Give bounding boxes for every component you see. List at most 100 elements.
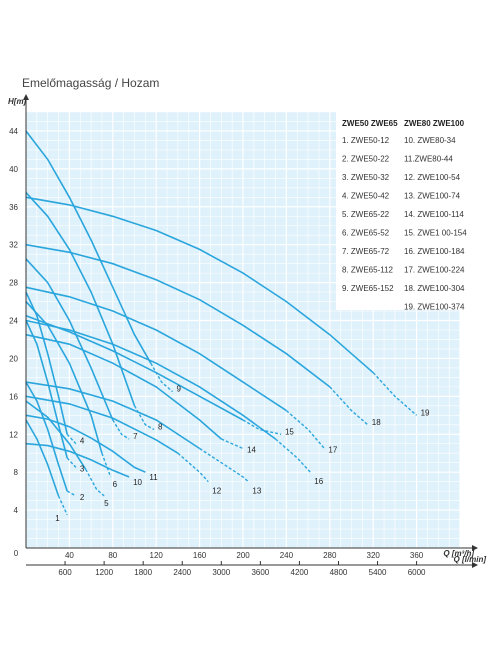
y-axis-label: H[m] xyxy=(8,97,27,106)
curve-label-1: 1 xyxy=(55,514,60,523)
series-curve-6 xyxy=(25,301,112,478)
legend-item: 18. ZWE100-304 xyxy=(404,284,465,293)
x-tick-label: 120 xyxy=(150,551,164,560)
legend-item: 10. ZWE80-34 xyxy=(404,136,456,145)
series-curve-4 xyxy=(25,291,77,445)
x2-tick-label: 1200 xyxy=(95,568,113,577)
y-tick-label: 12 xyxy=(9,430,18,439)
series-curve-10 xyxy=(25,442,130,478)
x-axis-label: Q [m³/h] xyxy=(443,549,474,558)
y-tick-label: 24 xyxy=(9,317,18,326)
x-tick-label: 320 xyxy=(367,551,381,560)
curve-label-8: 8 xyxy=(158,423,163,432)
series-curve-11 xyxy=(25,414,146,473)
legend-item: 17. ZWE100-224 xyxy=(404,266,465,275)
x2-tick-label: 2400 xyxy=(173,568,191,577)
curve-label-4: 4 xyxy=(80,437,85,446)
curve-label-6: 6 xyxy=(113,480,118,489)
x2-axis-arrow xyxy=(472,562,478,568)
x2-tick-label: 3600 xyxy=(251,568,269,577)
legend-header-1: ZWE50 ZWE65 xyxy=(342,119,398,128)
legend-item: 2. ZWE50-22 xyxy=(342,155,390,164)
curve-label-19: 19 xyxy=(421,408,430,417)
legend: ZWE50 ZWE65 ZWE80 ZWE100 1. ZWE50-12 2. ZWE… xyxy=(336,112,467,312)
curve-dashed-1 xyxy=(57,495,68,516)
series-curve-17 xyxy=(25,286,325,449)
legend-header-2: ZWE80 ZWE100 xyxy=(404,119,465,128)
y-tick-label: 16 xyxy=(9,392,18,401)
curve-solid-8 xyxy=(25,192,136,407)
curve-solid-12 xyxy=(25,395,179,454)
curve-label-12: 12 xyxy=(212,487,221,496)
curve-solid-5 xyxy=(25,400,87,470)
x-tick-label: 240 xyxy=(280,551,294,560)
curve-dashed-19 xyxy=(372,372,418,416)
curve-dashed-2 xyxy=(66,490,77,497)
curve-solid-10 xyxy=(25,442,130,478)
curve-dashed-9 xyxy=(150,362,173,393)
y-tick-label: 8 xyxy=(14,468,19,477)
y-tick-label: 32 xyxy=(9,241,18,250)
curve-label-13: 13 xyxy=(252,487,261,496)
x-tick-label: 200 xyxy=(236,551,250,560)
x-tick-label: 80 xyxy=(108,551,117,560)
y-tick-label: 40 xyxy=(9,165,18,174)
curve-label-7: 7 xyxy=(133,432,138,441)
curve-label-9: 9 xyxy=(176,385,181,394)
curve-dashed-13 xyxy=(199,447,249,483)
curve-solid-1 xyxy=(25,419,60,497)
curve-dashed-5 xyxy=(85,468,105,497)
x-tick-label: 280 xyxy=(323,551,337,560)
y-tick-label: 44 xyxy=(9,127,18,136)
curve-dashed-7 xyxy=(112,419,130,440)
x2-tick-label: 3000 xyxy=(212,568,230,577)
series-curve-16 xyxy=(25,319,311,473)
legend-item: 6. ZWE65-52 xyxy=(342,229,390,238)
y-tick-label: 20 xyxy=(9,354,18,363)
legend-item: 12. ZWE100-54 xyxy=(404,173,461,182)
curve-dashed-17 xyxy=(285,410,325,449)
legend-item: 1. ZWE50-12 xyxy=(342,136,390,145)
curve-solid-11 xyxy=(25,414,146,473)
x2-tick-label: 1800 xyxy=(134,568,152,577)
curve-label-18: 18 xyxy=(372,418,381,427)
y-tick-label: 4 xyxy=(14,506,19,515)
curve-solid-19 xyxy=(25,196,374,374)
curve-dashed-16 xyxy=(275,438,311,473)
legend-item: 15. ZWE1 00-154 xyxy=(404,229,467,238)
curve-label-15: 15 xyxy=(285,427,294,436)
y-tick-label: 28 xyxy=(9,279,18,288)
curve-label-2: 2 xyxy=(80,493,85,502)
curve-dashed-12 xyxy=(177,452,209,483)
curve-dashed-4 xyxy=(66,433,77,445)
curve-solid-2 xyxy=(25,381,68,492)
legend-item: 8. ZWE65-112 xyxy=(342,266,394,275)
curve-label-3: 3 xyxy=(80,464,85,473)
x-axis-arrow xyxy=(472,545,478,551)
legend-item: 13. ZWE100-74 xyxy=(404,192,461,201)
legend-item: 7. ZWE65-72 xyxy=(342,247,390,256)
curve-label-11: 11 xyxy=(149,473,158,482)
x-tick-label: 160 xyxy=(193,551,207,560)
chart-title: Emelőmagasság / Hozam xyxy=(22,76,159,90)
curve-solid-13 xyxy=(25,381,201,450)
curve-label-14: 14 xyxy=(247,445,256,454)
curve-label-16: 16 xyxy=(314,477,323,486)
curve-solid-4 xyxy=(25,291,68,435)
series-curve-7 xyxy=(25,258,130,440)
legend-item: 3. ZWE50-32 xyxy=(342,173,390,182)
legend-background xyxy=(336,112,460,310)
x2-tick-label: 6000 xyxy=(408,568,426,577)
series-curve-1 xyxy=(25,419,68,516)
x2-tick-label: 600 xyxy=(58,568,72,577)
legend-item: 14. ZWE100-114 xyxy=(404,210,464,219)
curve-solid-6 xyxy=(25,301,103,454)
series-curve-18 xyxy=(25,243,369,426)
curve-dashed-18 xyxy=(329,386,369,426)
legend-item: 16. ZWE100-184 xyxy=(404,247,465,256)
curve-solid-14 xyxy=(25,333,222,440)
y-tick-label: 36 xyxy=(9,203,18,212)
